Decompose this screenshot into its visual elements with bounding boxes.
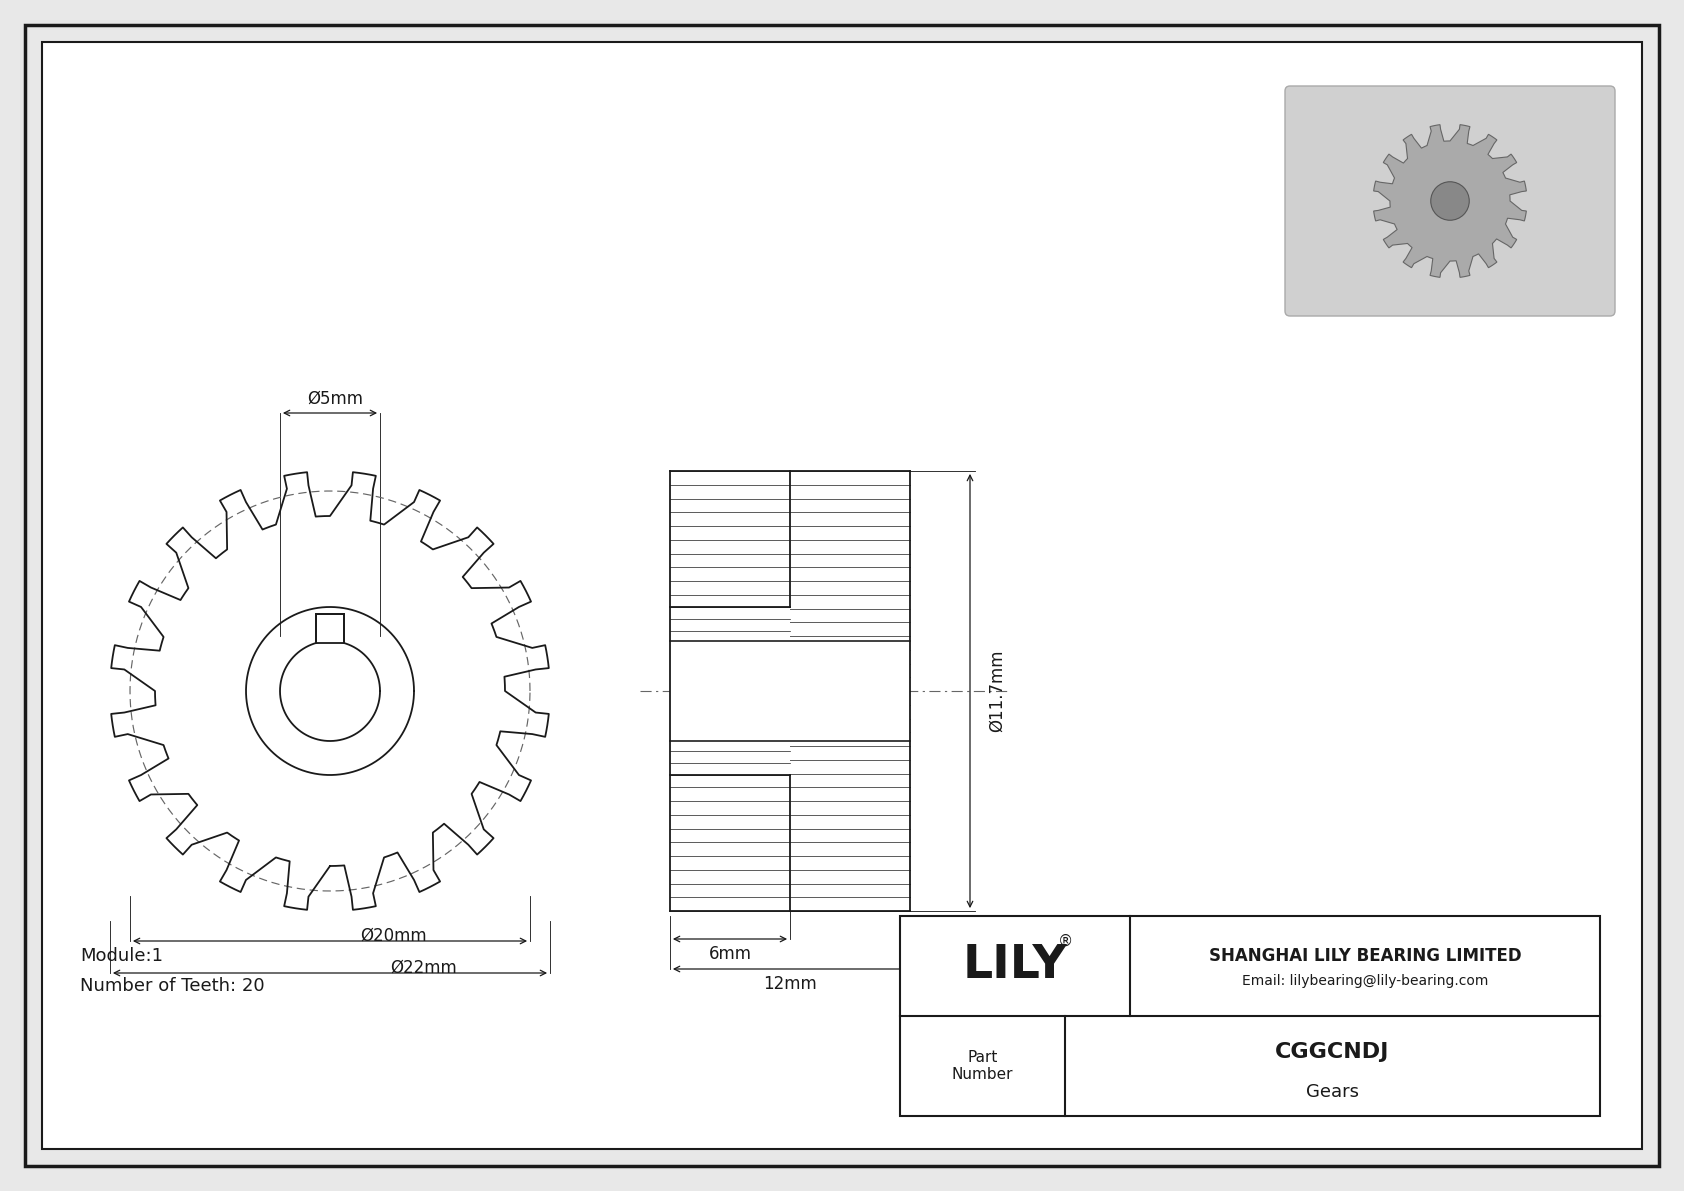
Text: Ø5mm: Ø5mm <box>306 389 364 409</box>
Text: Part
Number: Part Number <box>951 1049 1014 1083</box>
Text: 12mm: 12mm <box>763 975 817 993</box>
Text: Gears: Gears <box>1307 1083 1359 1100</box>
Bar <box>790 775 909 911</box>
Bar <box>790 470 909 607</box>
Text: Number of Teeth: 20: Number of Teeth: 20 <box>81 977 264 994</box>
Bar <box>670 641 909 741</box>
Text: Ø22mm: Ø22mm <box>391 959 456 977</box>
Bar <box>670 607 790 775</box>
Text: ®: ® <box>1058 934 1073 948</box>
Text: 6mm: 6mm <box>709 944 751 964</box>
Polygon shape <box>1374 125 1526 278</box>
FancyBboxPatch shape <box>1285 86 1615 316</box>
Text: Module:1: Module:1 <box>81 947 163 965</box>
Bar <box>317 613 344 643</box>
Text: CGGCNDJ: CGGCNDJ <box>1275 1042 1389 1062</box>
Text: Email: lilybearing@lily-bearing.com: Email: lilybearing@lily-bearing.com <box>1241 974 1489 989</box>
Text: Ø11.7mm: Ø11.7mm <box>989 650 1005 732</box>
Text: Ø20mm: Ø20mm <box>360 927 426 944</box>
Text: LILY: LILY <box>963 943 1068 989</box>
Circle shape <box>1431 182 1468 220</box>
Text: SHANGHAI LILY BEARING LIMITED: SHANGHAI LILY BEARING LIMITED <box>1209 947 1521 965</box>
Bar <box>899 916 1600 1116</box>
